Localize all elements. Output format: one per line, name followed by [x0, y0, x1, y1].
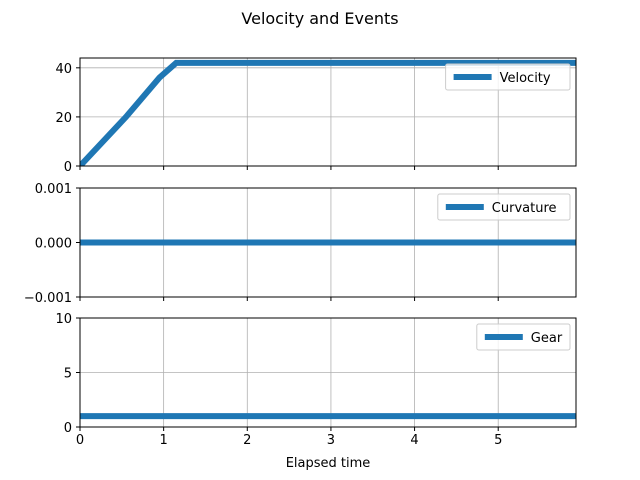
subplot-top: 0 20 40 Velocity	[55, 57, 577, 175]
subplot-bottom: 0 5 10 0 1 2 3 4 5 Elapsed time Gear	[55, 312, 577, 471]
x-tick-label: 4	[410, 433, 418, 448]
x-tick-label: 3	[327, 433, 335, 448]
figure-title: Velocity and Events	[241, 9, 398, 28]
legend-label: Gear	[531, 331, 563, 346]
y-tick-label: 0	[64, 160, 72, 175]
y-tick-label: 40	[55, 62, 72, 77]
legend: Gear	[476, 323, 571, 351]
y-tick-label: 20	[55, 111, 72, 126]
y-tick-label: 5	[64, 367, 72, 382]
series-line-velocity	[80, 59, 576, 166]
x-tick-label: 0	[76, 433, 84, 448]
axes-frame	[79, 57, 577, 167]
subplot-middle: −0.001 0.000 0.001 Curvature	[24, 182, 577, 306]
x-tick-label: 5	[494, 433, 502, 448]
x-tick-label: 2	[243, 433, 251, 448]
subplots: 02040Velocity−0.0010.0000.001Curvature05…	[24, 57, 577, 471]
legend-box	[437, 193, 571, 221]
y-tick-label: 10	[55, 312, 72, 327]
y-tick-label: −0.001	[24, 291, 72, 306]
legend-label: Curvature	[492, 201, 557, 216]
legend-box	[445, 63, 571, 91]
legend: Curvature	[437, 193, 571, 221]
legend: Velocity	[445, 63, 571, 91]
legend-box	[476, 323, 571, 351]
y-tick-label: 0	[64, 421, 72, 436]
x-axis-title: Elapsed time	[286, 456, 371, 471]
y-tick-label: 0.001	[35, 182, 72, 197]
x-tick-label: 1	[160, 433, 168, 448]
y-tick-label: 0.000	[35, 237, 72, 252]
legend-label: Velocity	[500, 71, 551, 86]
